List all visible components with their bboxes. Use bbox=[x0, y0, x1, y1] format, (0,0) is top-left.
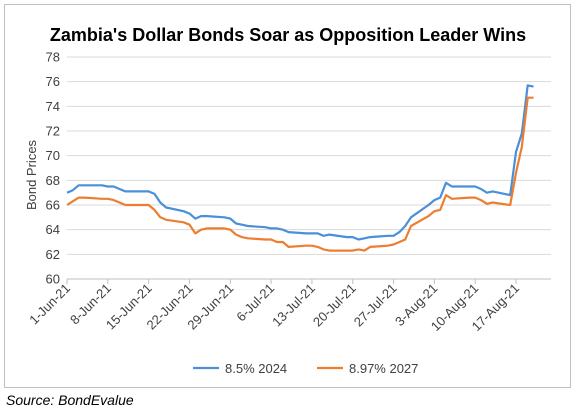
gridlines bbox=[67, 56, 551, 280]
y-axis-title: Bond Prices bbox=[24, 139, 39, 210]
y-tick-label: 76 bbox=[46, 74, 60, 89]
y-tick-label: 70 bbox=[46, 148, 60, 163]
y-tick-label: 74 bbox=[46, 99, 60, 114]
y-tick-label: 68 bbox=[46, 173, 60, 188]
y-tick-label: 72 bbox=[46, 124, 60, 139]
legend: 8.5% 2024 8.97% 2027 bbox=[193, 361, 418, 376]
legend-label-2: 8.97% 2027 bbox=[349, 361, 418, 376]
source-note: Source: BondEvalue bbox=[6, 392, 134, 408]
series-line-2 bbox=[66, 96, 534, 252]
legend-label-1: 8.5% 2024 bbox=[225, 361, 287, 376]
y-tick-label: 66 bbox=[46, 198, 60, 213]
y-tick-label: 64 bbox=[46, 222, 60, 237]
x-tick-labels: 1-Jun-218-Jun-2115-Jun-2122-Jun-2129-Jun… bbox=[26, 279, 522, 334]
y-tick-label: 78 bbox=[46, 50, 60, 65]
x-tick-label: 1-Jun-21 bbox=[26, 281, 73, 328]
y-tick-labels: 60 62 64 66 68 70 72 74 76 78 bbox=[46, 50, 60, 287]
chart-frame: Zambia's Dollar Bonds Soar as Opposition… bbox=[4, 4, 571, 388]
series-lines bbox=[66, 84, 534, 252]
x-tick-label: 13-Jul-21 bbox=[269, 281, 318, 330]
y-tick-label: 60 bbox=[46, 272, 60, 287]
x-tick-label: 27-Jul-21 bbox=[351, 281, 400, 330]
chart-svg: Zambia's Dollar Bonds Soar as Opposition… bbox=[24, 25, 551, 376]
x-tick-label: 20-Jul-21 bbox=[310, 281, 359, 330]
y-tick-label: 62 bbox=[46, 247, 60, 262]
series-line-1 bbox=[66, 84, 534, 241]
chart-title: Zambia's Dollar Bonds Soar as Opposition… bbox=[50, 25, 526, 45]
